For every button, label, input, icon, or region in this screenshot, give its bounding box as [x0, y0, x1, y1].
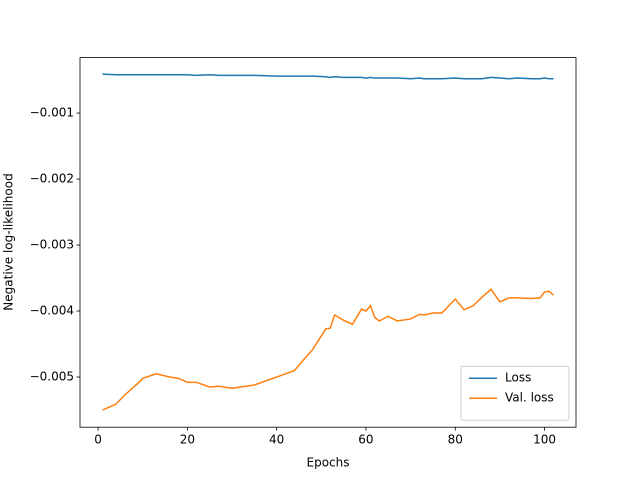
y-tick-label: −0.001: [30, 106, 74, 120]
plot-frame: [79, 57, 577, 428]
y-tick-label: −0.004: [30, 304, 74, 318]
data-line: [102, 288, 554, 411]
y-tick-label: −0.003: [30, 238, 74, 252]
x-tick-label: 80: [448, 433, 463, 447]
x-tick-label: 100: [533, 433, 556, 447]
legend-box: [460, 365, 570, 421]
x-tick-label: 40: [269, 433, 284, 447]
data-line: [102, 73, 554, 80]
legend-label: Val. loss: [505, 391, 554, 405]
y-tick-label: −0.005: [30, 370, 74, 384]
x-tick-label: 60: [358, 433, 373, 447]
x-tick-label: 0: [94, 433, 102, 447]
y-tick-label: −0.002: [30, 172, 74, 186]
y-axis-label: Negative log-likelihood: [2, 173, 16, 310]
x-tick-label: 20: [180, 433, 195, 447]
legend-label: Loss: [505, 371, 531, 385]
x-axis-label: Epochs: [307, 456, 350, 470]
